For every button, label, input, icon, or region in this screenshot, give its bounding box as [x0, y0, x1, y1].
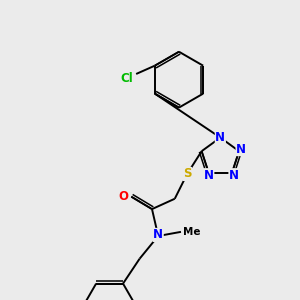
Text: O: O: [118, 190, 128, 203]
Text: N: N: [215, 131, 225, 144]
Text: S: S: [183, 167, 191, 180]
Text: Cl: Cl: [121, 72, 133, 85]
Text: N: N: [153, 229, 163, 242]
Text: N: N: [236, 142, 246, 156]
Text: N: N: [229, 169, 239, 182]
Text: N: N: [204, 169, 214, 182]
Text: Me: Me: [183, 227, 200, 237]
